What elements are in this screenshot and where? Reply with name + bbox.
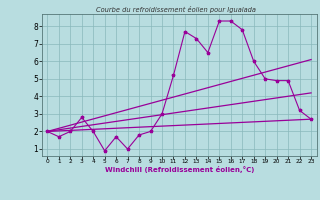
Text: Courbe du refroidissement éolien pour Igualada: Courbe du refroidissement éolien pour Ig… xyxy=(96,6,256,13)
X-axis label: Windchill (Refroidissement éolien,°C): Windchill (Refroidissement éolien,°C) xyxy=(105,166,254,173)
